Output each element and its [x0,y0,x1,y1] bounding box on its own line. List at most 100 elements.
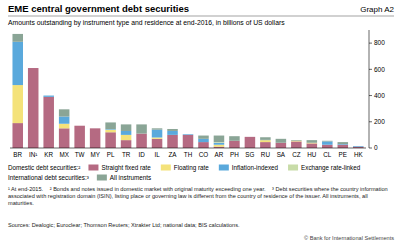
header-rule [8,16,394,17]
legend-swatch [288,165,298,171]
bar-segment [90,128,101,148]
bar-segment [167,129,178,131]
bar-segment [74,126,85,148]
legend-swatch [88,165,98,171]
legend-label: All instruments [110,174,151,181]
bar-segment [90,128,101,129]
bar-segment [90,128,101,129]
y-tick-label: 0 [374,144,378,151]
x-tick-label: CO [199,151,209,158]
bar-segment [74,125,85,126]
legend-label: Exchange rate-linked [301,164,361,172]
bar-segment [12,42,23,85]
bar-segment [152,138,163,139]
y-tick-label: 600 [374,66,385,73]
bar-segment [183,134,194,136]
x-tick-label: RU [261,151,271,158]
bar-segment [167,135,178,148]
bar-segment [291,140,302,141]
bar-segment [28,68,39,69]
legend-label: Inflation-indexed [232,164,279,171]
bar-segment [291,140,302,141]
bar-segment [214,145,225,147]
bar-segment [245,136,256,137]
bar-segment [43,95,54,96]
bar-segment [276,143,287,148]
bar-segment [322,141,333,144]
bar-segment [59,128,70,148]
bar-segment [291,140,302,142]
bar-segment [74,125,85,126]
bar-segment [121,135,132,140]
bar-segment [28,68,39,69]
bar-segment [152,139,163,148]
bar-segment [338,144,349,145]
bar-segment [229,136,240,141]
bar-segment [291,140,302,142]
x-tick-label: CZ [292,151,301,158]
bar-segment [245,136,256,137]
bar-segment [43,96,54,97]
bar-segment [276,139,287,143]
bar-segment [105,130,116,133]
bar-segment [136,124,147,133]
y-tick [369,95,372,96]
bar-segment [121,124,132,131]
bar-segment [229,141,240,148]
bar-segment [74,125,85,126]
bar-segment [338,145,349,148]
x-tick-label: HK [354,151,364,158]
bar-segment [353,146,364,147]
x-tick-label: TH [184,151,193,158]
legend-label: Straight fixed rate [101,164,151,172]
bar-segment [198,142,209,148]
x-tick-label: ID [138,151,145,158]
graph-number: Graph A2 [360,5,394,14]
legend-label: Floating rate [174,164,209,172]
chart: EME central government debt securitiesGr… [0,0,400,245]
x-tick-label: TW [75,151,85,158]
bar-segment [260,140,271,142]
footnote: ¹ At end-2015. [8,186,43,192]
bar-segment [214,143,225,145]
footnote: ² Bonds and notes issued in domestic mar… [50,186,266,192]
y-tick [369,69,372,70]
y-tick-label: 800 [374,39,385,46]
bar-segment [43,95,54,96]
bars [12,34,363,148]
bar-segment [74,125,85,126]
x-tick-label: BR [13,151,22,158]
bar-segment [28,68,39,148]
bar-segment [183,134,194,135]
bar-segment [307,143,318,148]
x-tick-label: IN¹ [29,151,37,158]
x-tick-label: CL [323,151,332,158]
x-tick-label: PL [107,151,115,158]
bar-segment [198,139,209,142]
legend-heading: Domestic debt securities:² [8,164,80,171]
subtitle: Amounts outstanding by instrument type a… [8,19,285,27]
legend-swatch [219,165,229,171]
bar-segment [322,141,333,142]
x-tick-label: KR [44,151,53,158]
bar-segment [291,141,302,148]
bar-segment [90,128,101,129]
bar-segment [12,34,23,42]
bar-segment [260,142,271,148]
y-tick-label: 200 [374,118,385,125]
bar-segment [28,68,39,69]
bar-segment [152,130,163,138]
footnotes: ¹ At end-2015. ² Bonds and notes issued … [8,186,394,207]
x-tick-label: IL [154,151,160,158]
bar-segment [43,97,54,148]
y-tick [369,148,372,149]
bar-segment [12,85,23,123]
bar-segment [136,134,147,148]
bar-segment [43,96,54,97]
bar-segment [183,134,194,135]
x-tick-label: SG [245,151,254,158]
bar-segment [105,122,116,129]
bar-segment [245,136,256,137]
bar-segment [12,123,23,148]
bar-segment [105,132,116,148]
